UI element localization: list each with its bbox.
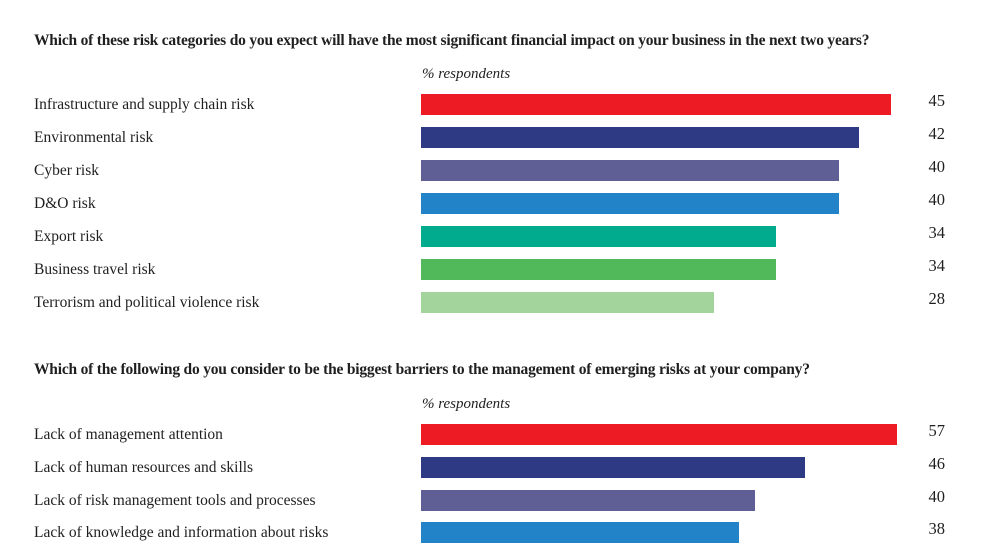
bar: [421, 259, 776, 280]
bar: [421, 522, 739, 543]
bar-row: Lack of knowledge and information about …: [0, 519, 997, 544]
bar: [421, 193, 839, 214]
bar-value: 40: [928, 487, 946, 506]
bar: [421, 94, 891, 115]
bar-label: Terrorism and political violence risk: [34, 294, 260, 311]
bar-row: Terrorism and political violence risk 28: [0, 289, 997, 314]
bar: [421, 226, 776, 247]
bar-row: Export risk 34: [0, 223, 997, 248]
bar-row: Environmental risk 42: [0, 124, 997, 149]
bar-value: 40: [928, 157, 946, 176]
bar: [421, 127, 859, 148]
bar: [421, 457, 805, 478]
bar: [421, 424, 897, 445]
bar: [421, 490, 755, 511]
bar-label: D&O risk: [34, 195, 96, 212]
bar-row: D&O risk 40: [0, 190, 997, 215]
bar-label: Infrastructure and supply chain risk: [34, 96, 255, 113]
bar-value: 38: [928, 519, 946, 538]
bar-label: Environmental risk: [34, 129, 154, 146]
bar-value: 34: [928, 223, 946, 242]
bar-label: Lack of human resources and skills: [34, 459, 254, 476]
bar-label: Export risk: [34, 228, 104, 245]
bar: [421, 292, 714, 313]
bar-value: 57: [928, 421, 946, 440]
bar-value: 28: [928, 289, 946, 308]
bar-label: Lack of risk management tools and proces…: [34, 492, 316, 509]
bar-row: Lack of risk management tools and proces…: [0, 487, 997, 512]
axis-unit-label: % respondents: [422, 66, 511, 82]
axis-unit-label: % respondents: [422, 396, 511, 412]
bar-row: Lack of human resources and skills 46: [0, 454, 997, 479]
bar-label: Lack of knowledge and information about …: [34, 524, 329, 541]
bar-value: 34: [928, 256, 946, 275]
bar-row: Cyber risk 40: [0, 157, 997, 182]
bar-value: 46: [928, 454, 946, 473]
bar-label: Lack of management attention: [34, 426, 223, 443]
bar: [421, 160, 839, 181]
chart-title: Which of these risk categories do you ex…: [34, 32, 870, 49]
bar-row: Infrastructure and supply chain risk 45: [0, 91, 997, 116]
chart-title: Which of the following do you consider t…: [34, 361, 810, 378]
bar-value: 45: [928, 91, 946, 110]
bar-label: Business travel risk: [34, 261, 156, 278]
bar-label: Cyber risk: [34, 162, 100, 179]
bar-row: Business travel risk 34: [0, 256, 997, 281]
bar-value: 42: [928, 124, 946, 143]
bar-value: 40: [928, 190, 946, 209]
bar-row: Lack of management attention 57: [0, 421, 997, 446]
